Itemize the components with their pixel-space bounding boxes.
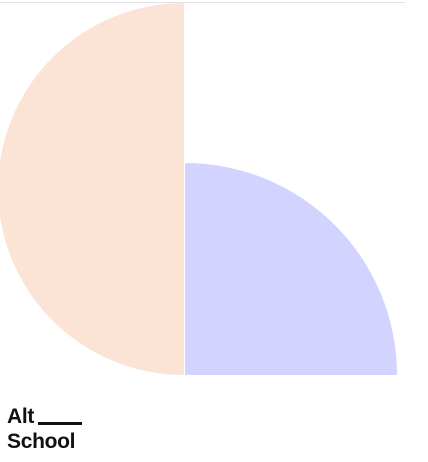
peach-half-circle — [0, 3, 184, 375]
logo-text-school: School — [7, 430, 76, 453]
lavender-quarter-circle — [185, 163, 397, 375]
logo-text-alt: Alt — [7, 405, 35, 428]
logo-line-2: School — [7, 429, 82, 454]
logo-line-1: Alt — [7, 404, 83, 429]
logo-dash — [38, 422, 83, 425]
top-divider — [0, 2, 405, 3]
altschool-logo[interactable]: Alt School — [7, 404, 83, 454]
